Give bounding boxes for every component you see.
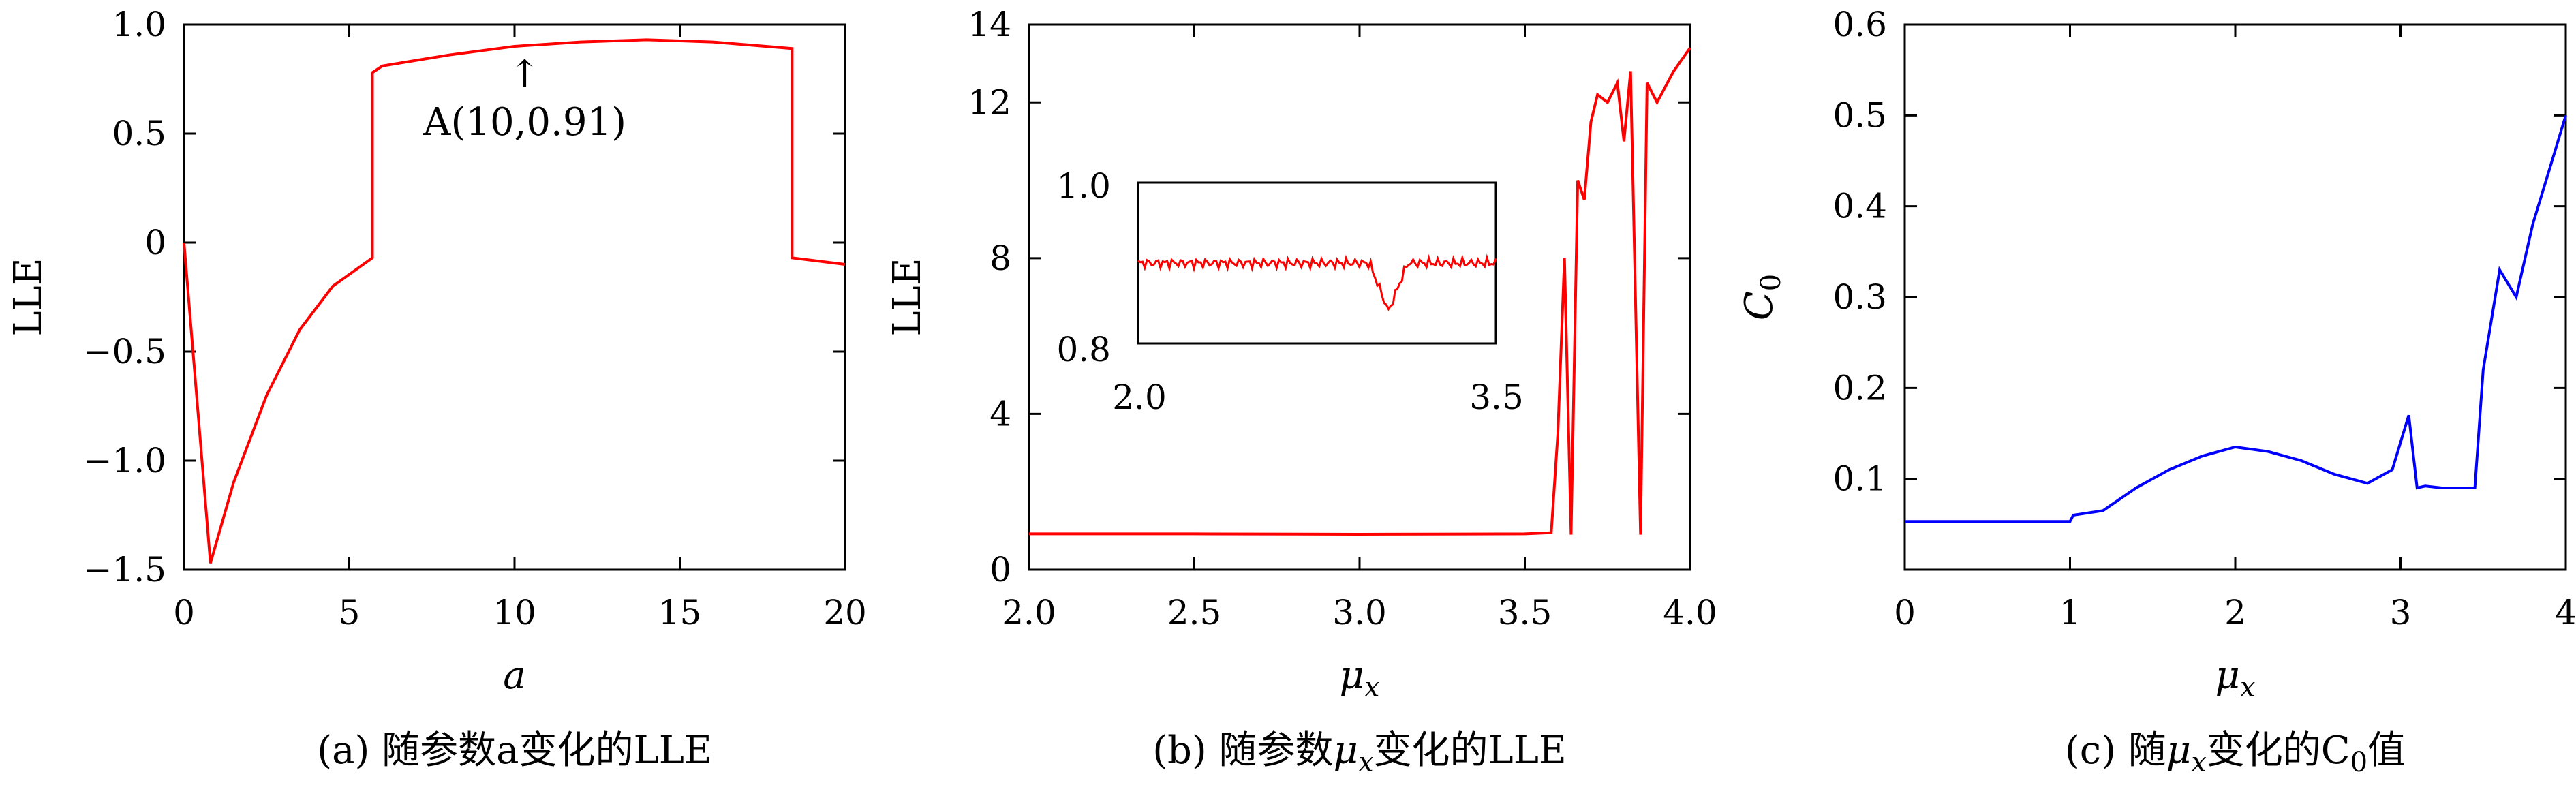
y-tick-label: 14 — [968, 5, 1011, 44]
y-tick-label: 0.1 — [1833, 459, 1887, 499]
x-tick-label: 2.0 — [1002, 593, 1056, 632]
y-tick-label: 8 — [990, 238, 1011, 278]
x-axis-label-c: μx — [2215, 653, 2256, 703]
x-axis-ticks-b: 2.0 2.5 3.0 3.5 4.0 — [1002, 25, 1717, 632]
panel-a: 1.0 0.5 0 −0.5 −1.0 −1.5 0 5 10 15 20 ↑ A(10,0.91… — [6, 5, 867, 773]
x-tick-label: 20 — [823, 593, 867, 632]
inset-line — [1137, 253, 1497, 311]
lle-line-b — [1029, 47, 1691, 536]
x-tick-label: 2.5 — [1167, 593, 1222, 632]
x-tick-label: 1 — [2059, 593, 2081, 632]
y-tick-label: 0 — [144, 223, 166, 262]
caption-c: (c) 随μx变化的C0值 — [2065, 728, 2406, 778]
x-axis-label-b: μx — [1340, 653, 1380, 703]
x-tick-label: 4 — [2555, 593, 2576, 632]
inset: 1.0 0.8 2.0 3.5 — [1056, 166, 1523, 417]
y-tick-label: −1.0 — [84, 441, 166, 480]
y-tick-label: 0.4 — [1833, 187, 1887, 226]
y-tick-label: 1.0 — [112, 5, 166, 44]
x-tick-label: 5 — [339, 593, 361, 632]
inset-frame — [1137, 181, 1497, 345]
x-axis-label-a: a — [503, 653, 525, 698]
y-tick-label: 0 — [990, 550, 1011, 589]
inset-x-tick-right: 3.5 — [1469, 378, 1524, 417]
c0-line — [1905, 114, 2567, 523]
x-tick-label: 3.5 — [1498, 593, 1552, 632]
x-tick-label: 4.0 — [1663, 593, 1717, 632]
y-tick-label: 0.5 — [1833, 95, 1887, 135]
inset-y-tick-bottom: 0.8 — [1056, 330, 1111, 369]
y-tick-label: 0.2 — [1833, 368, 1887, 407]
x-tick-label: 2 — [2224, 593, 2246, 632]
y-tick-label: 0.3 — [1833, 277, 1887, 317]
x-tick-label: 0 — [173, 593, 195, 632]
y-axis-ticks-a: 1.0 0.5 0 −0.5 −1.0 −1.5 — [84, 5, 845, 589]
caption-b: (b) 随参数μx变化的LLE — [1152, 728, 1567, 778]
plot-frame-b — [1028, 23, 1691, 571]
x-tick-label: 10 — [493, 593, 536, 632]
caption-a: (a) 随参数a变化的LLE — [317, 728, 712, 773]
annotation-arrow: ↑ — [509, 52, 541, 97]
y-axis-label-a: LLE — [6, 258, 50, 336]
lle-line-a — [183, 38, 846, 564]
y-axis-label-c: C0 — [1737, 274, 1787, 320]
y-tick-label: 12 — [968, 82, 1011, 122]
y-tick-label: −0.5 — [84, 332, 166, 371]
inset-x-tick-left: 2.0 — [1112, 378, 1167, 417]
y-axis-ticks-c: 0.6 0.5 0.4 0.3 0.2 0.1 — [1833, 5, 2566, 499]
y-tick-label: 4 — [990, 394, 1011, 433]
y-tick-label: −1.5 — [84, 550, 166, 589]
inset-y-tick-top: 1.0 — [1056, 166, 1111, 206]
x-tick-label: 15 — [658, 593, 702, 632]
x-axis-ticks-a: 0 5 10 15 20 — [173, 25, 867, 632]
x-tick-label: 3 — [2390, 593, 2412, 632]
panel-c: 0.6 0.5 0.4 0.3 0.2 0.1 0 1 2 3 4 μx C0 (c) 随μx变化… — [1737, 5, 2576, 778]
y-tick-label: 0.6 — [1833, 5, 1887, 44]
x-tick-label: 0 — [1894, 593, 1916, 632]
y-axis-label-b: LLE — [885, 258, 930, 336]
x-axis-ticks-c: 0 1 2 3 4 — [1894, 25, 2576, 632]
y-axis-ticks-b: 14 12 8 4 0 — [968, 5, 1690, 589]
y-tick-label: 0.5 — [112, 114, 166, 153]
x-tick-label: 3.0 — [1332, 593, 1387, 632]
annotation-label: A(10,0.91) — [423, 100, 626, 144]
